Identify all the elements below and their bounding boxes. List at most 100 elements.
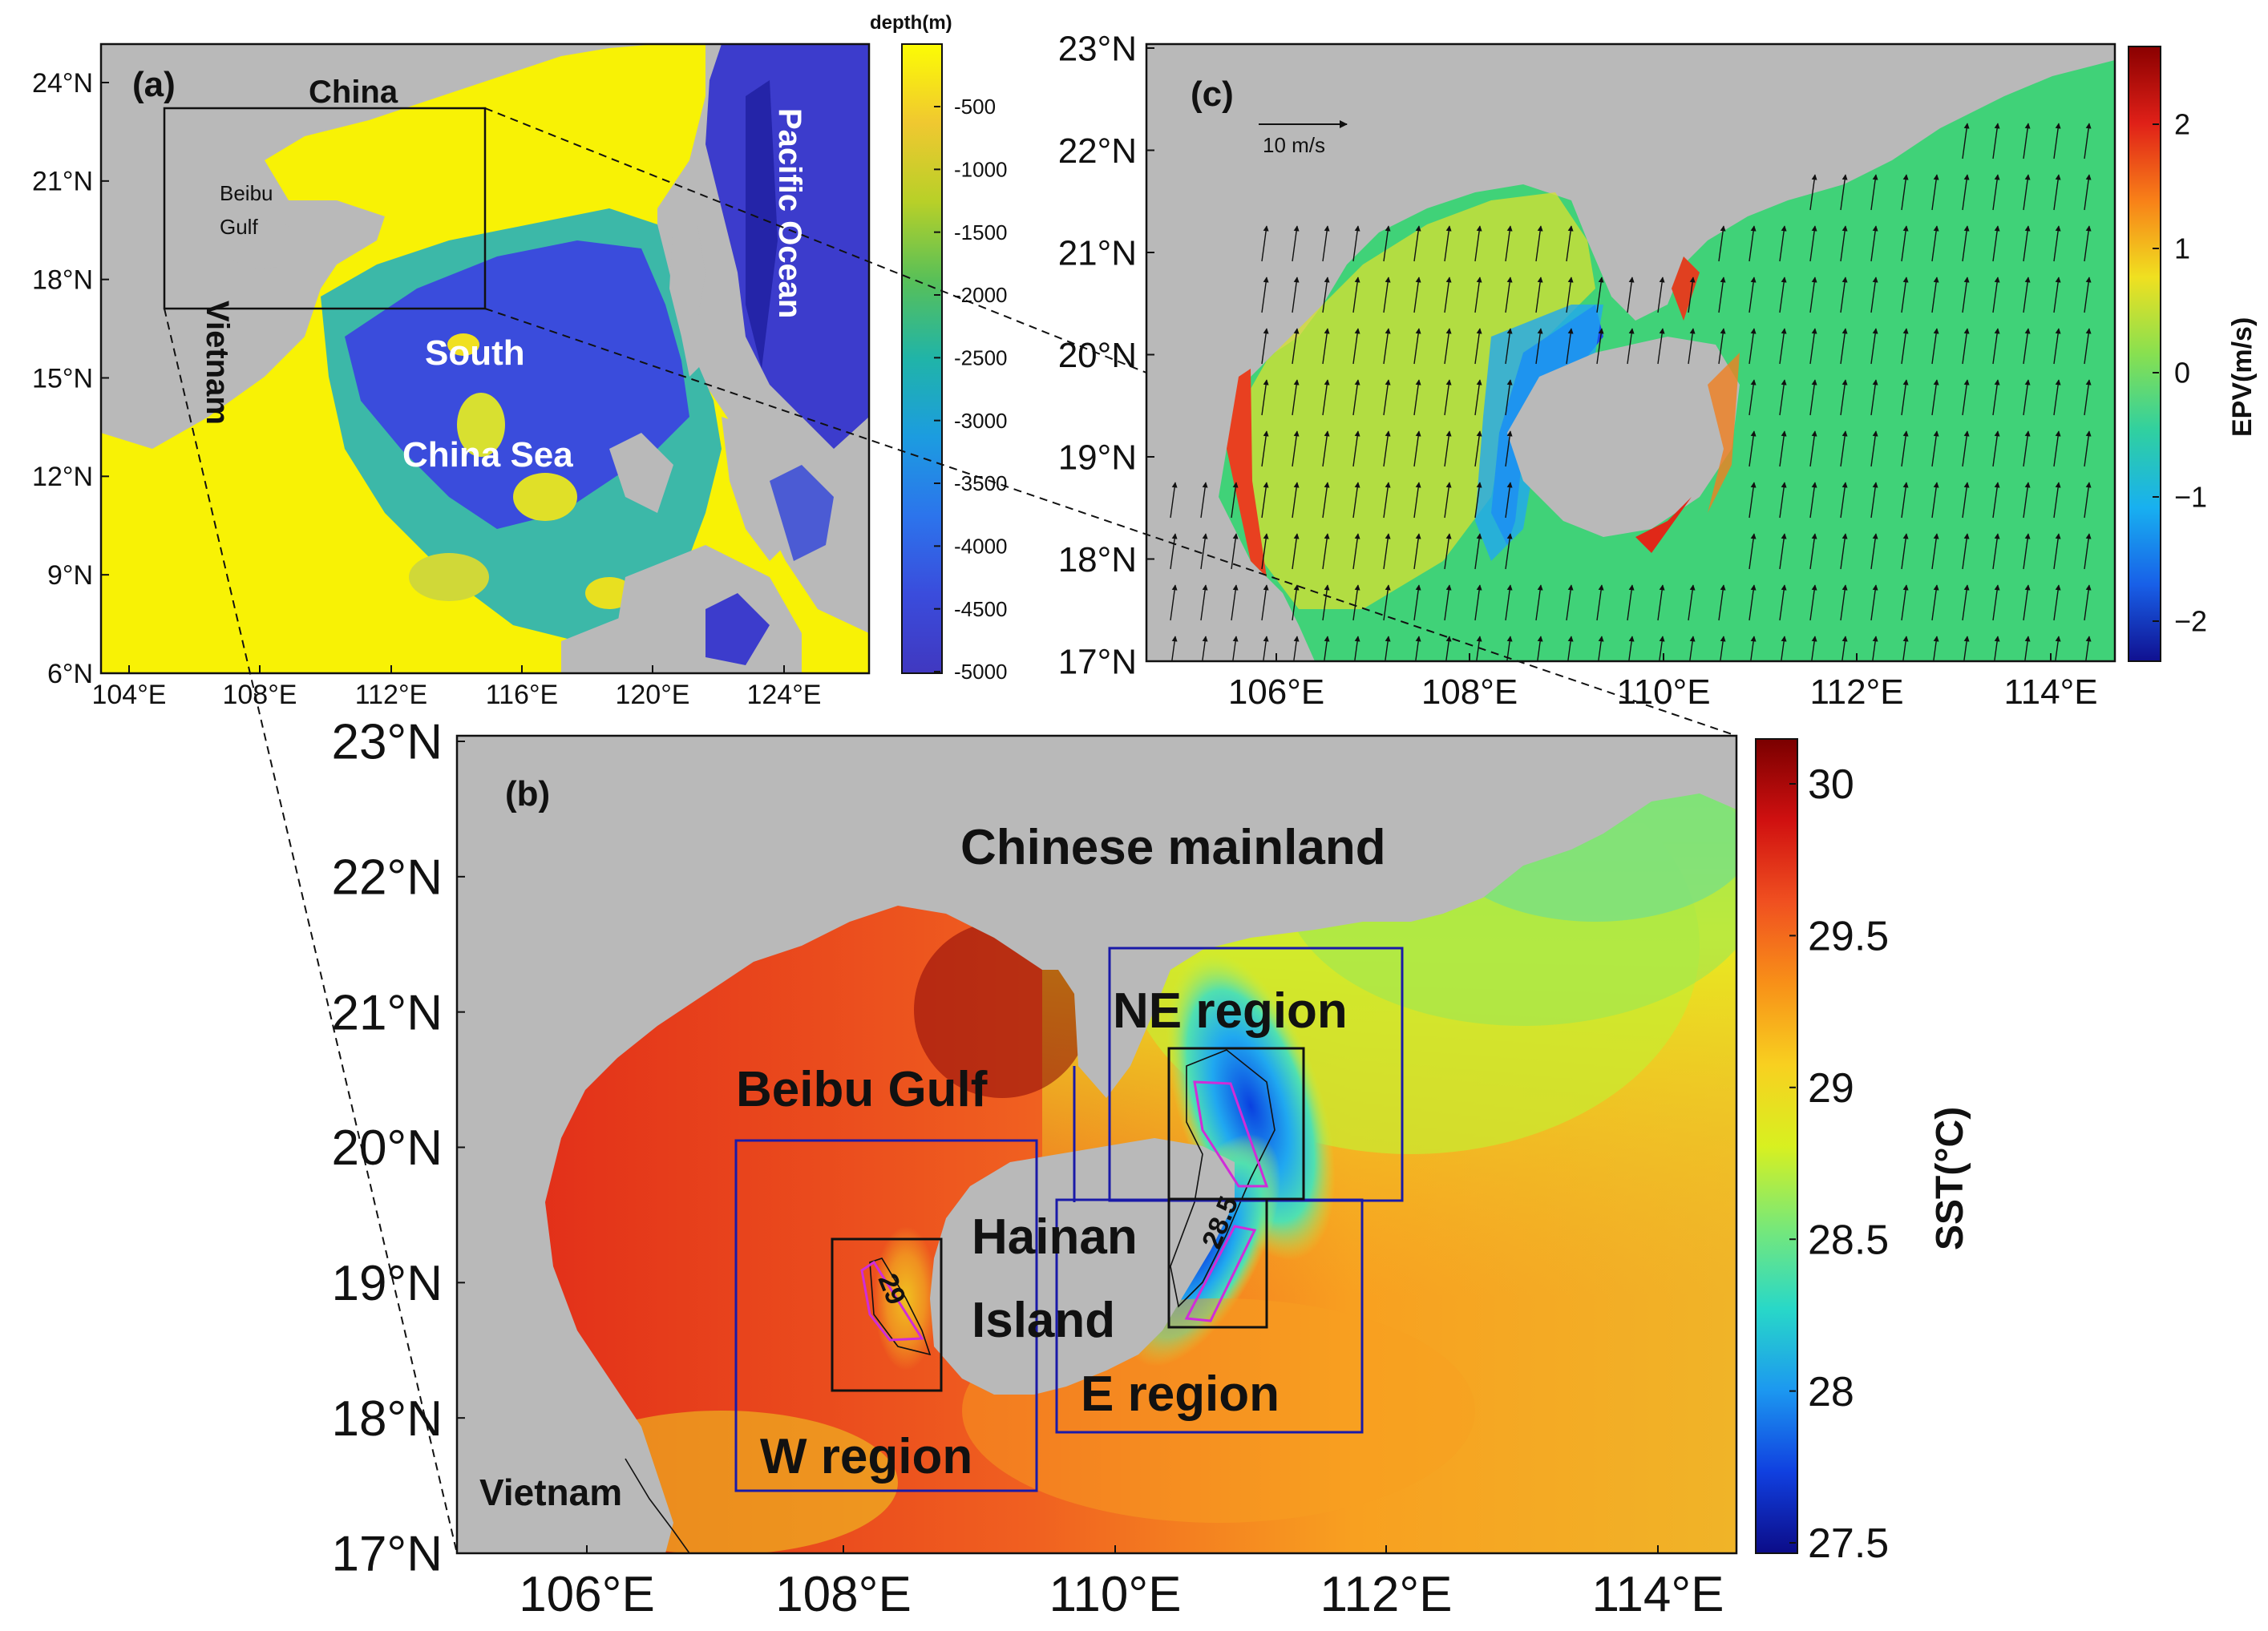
wind-vector [2023, 379, 2031, 416]
wind-vector [1992, 328, 2000, 365]
wind-vector [1474, 533, 1482, 570]
wind-vector [1535, 328, 1543, 365]
wind-vector [2053, 174, 2061, 211]
wind-vector [1870, 225, 1878, 262]
wind-vector [1688, 584, 1696, 621]
panel-b-lat-tick: 22°N [331, 850, 443, 906]
wind-vector [1324, 636, 1330, 661]
panel-a-beibu-label-1: Beibu [220, 181, 273, 205]
wind-vector [1261, 430, 1269, 467]
wind-vector [1779, 225, 1787, 262]
wind-vector [1170, 482, 1178, 519]
panel-a-lon-tick: 112°E [355, 680, 427, 710]
wind-vector [1870, 328, 1878, 365]
panel-a-philippines [669, 216, 705, 377]
zoom-line-a-to-c [484, 107, 1147, 373]
wind-vector [1718, 328, 1726, 365]
panel-a-scs-label-2: China Sea [402, 435, 573, 474]
wind-vector [1933, 636, 1939, 661]
wind-vector [1383, 328, 1391, 365]
panel-c-wind-vectors [1170, 123, 2092, 661]
wind-vector [1992, 584, 2000, 621]
wind-vector [2023, 482, 2031, 519]
wind-vector [1992, 277, 2000, 313]
wind-vector [1474, 584, 1482, 621]
wind-vector [1354, 636, 1360, 661]
wind-vector [1962, 482, 1970, 519]
wind-vector [1261, 379, 1269, 416]
wind-vector [1535, 584, 1543, 621]
wind-vector [1292, 430, 1300, 467]
wind-vector [1505, 482, 1513, 519]
wind-vector [1474, 225, 1482, 262]
wind-vector [1870, 174, 1878, 211]
wind-vector [1901, 430, 1909, 467]
wind-vector [2084, 225, 2092, 262]
wind-vector [1872, 636, 1878, 661]
wind-vector [1200, 584, 1208, 621]
wind-vector [1444, 533, 1452, 570]
wind-vector [1779, 379, 1787, 416]
wind-vector [1566, 584, 1574, 621]
wind-vector [2085, 636, 2092, 661]
wind-vector [1476, 636, 1482, 661]
panel-b-lon-ticks: 106°E 108°E 110°E 112°E 114°E [519, 1545, 1724, 1622]
panel-b-colorbar [1755, 738, 1798, 1554]
wind-vector [1413, 482, 1421, 519]
wind-vector [1383, 584, 1391, 621]
wind-vector [1627, 328, 1635, 365]
wind-vector [1931, 430, 1939, 467]
wind-vector [2023, 584, 2031, 621]
wind-vector [1840, 533, 1848, 570]
wind-vector [1352, 533, 1360, 570]
wind-vector [1870, 379, 1878, 416]
wind-vector [2053, 482, 2061, 519]
wind-vector [1322, 430, 1330, 467]
panel-b-lat-tick: 19°N [331, 1256, 443, 1311]
wind-vector [2084, 123, 2092, 159]
wind-vector [1931, 533, 1939, 570]
wind-vector [1718, 277, 1726, 313]
wind-vector [1809, 533, 1817, 570]
wind-vector [1931, 379, 1939, 416]
w-core-box [831, 1237, 943, 1392]
wind-vector [1992, 533, 2000, 570]
panel-b-vietnam-label: Vietnam [479, 1472, 622, 1513]
panel-b-hainan [930, 1138, 1235, 1395]
panel-c-colorbar-tick: −1 [2174, 481, 2207, 514]
wind-vector [1931, 482, 1939, 519]
panel-a-lon-tick: 120°E [615, 680, 689, 710]
wind-vector [1413, 277, 1421, 313]
wind-vector [1598, 636, 1604, 661]
wind-vector [1200, 533, 1208, 570]
panel-a-scs-label-1: South [425, 333, 525, 373]
wind-vector [1992, 174, 2000, 211]
panel-c-lat-tick: 18°N [1058, 540, 1137, 579]
wind-vector [1931, 584, 1939, 621]
wind-vector [1840, 430, 1848, 467]
wind-vector [2084, 533, 2092, 570]
wind-vector [1962, 584, 1970, 621]
wind-vector [1840, 174, 1848, 211]
panel-a-colorbar [901, 43, 943, 674]
panel-b-colorbar-title: SST(°C) [1929, 1107, 1971, 1250]
panel-b-colorbar-tick: 28.5 [1808, 1217, 1889, 1263]
wind-vector [2053, 225, 2061, 262]
wind-vector [1840, 277, 1848, 313]
wind-vector [2053, 123, 2061, 159]
wind-vector [1505, 277, 1513, 313]
wind-vector [1779, 430, 1787, 467]
wind-vector [1718, 225, 1726, 262]
wind-vector [2053, 584, 2061, 621]
panel-a-colorbar-tick: -5000 [954, 660, 1008, 684]
panel-a-lat-tick: 21°N [32, 167, 93, 197]
wind-vector [2023, 430, 2031, 467]
wind-vector [1444, 584, 1452, 621]
panel-a-zoom-box [163, 107, 487, 310]
panel-c-lon-tick: 110°E [1616, 672, 1710, 712]
panel-a-lat-tick: 9°N [47, 560, 93, 591]
wind-vector [1901, 533, 1909, 570]
wind-vector [1627, 584, 1635, 621]
panel-c-lat-tick: 23°N [1058, 29, 1137, 68]
wind-vector [2053, 430, 2061, 467]
